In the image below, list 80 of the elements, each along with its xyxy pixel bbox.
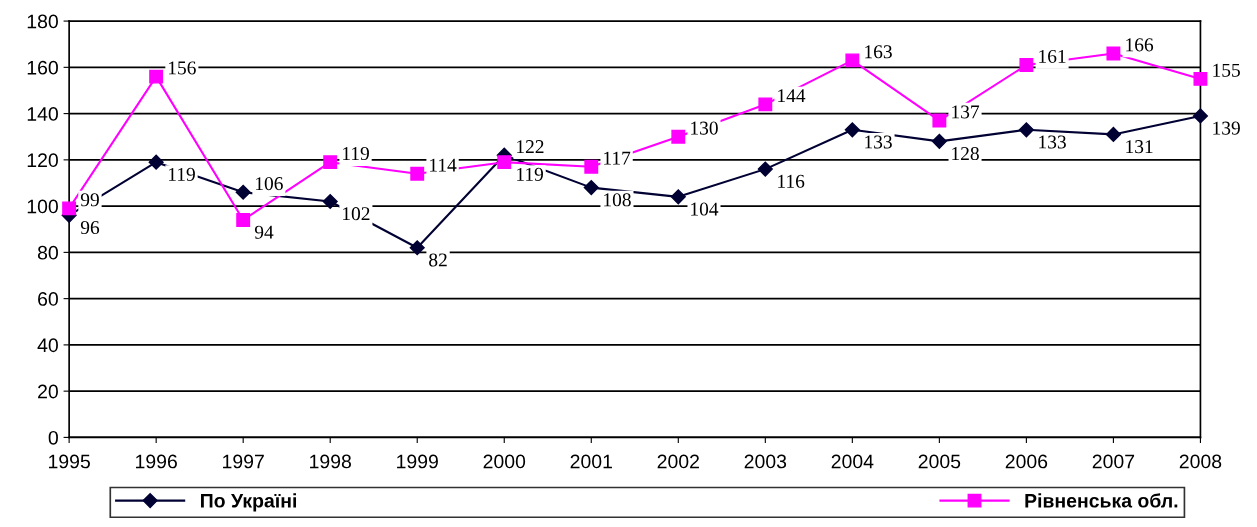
data-label: 96 xyxy=(80,221,100,235)
data-label: 122 xyxy=(517,140,544,153)
y-tick-label: 80 xyxy=(37,245,58,260)
x-tick-label: 1995 xyxy=(48,454,90,469)
point xyxy=(1018,122,1034,138)
point xyxy=(410,166,425,181)
point xyxy=(844,122,860,138)
data-label: 119 xyxy=(343,147,369,161)
legend-label: По Україні xyxy=(201,493,297,512)
data-label: 166 xyxy=(1126,38,1154,52)
point xyxy=(671,129,686,144)
data-label: 117 xyxy=(604,151,631,165)
data-label: 104 xyxy=(691,202,719,216)
y-tick-label: 120 xyxy=(27,153,58,168)
point xyxy=(931,133,947,149)
data-label: 144 xyxy=(778,89,806,103)
x-tick-label: 2000 xyxy=(483,454,526,469)
data-label: 139 xyxy=(1213,121,1240,135)
data-label: 106 xyxy=(256,177,283,191)
point xyxy=(845,53,860,68)
y-tick-label: 40 xyxy=(37,338,58,353)
data-label: 130 xyxy=(691,121,718,135)
y-tick-label: 20 xyxy=(38,384,58,399)
data-label: 102 xyxy=(343,207,370,221)
point xyxy=(1192,108,1209,124)
point xyxy=(322,193,338,210)
x-tick-label: 2005 xyxy=(918,454,961,469)
y-tick-label: 0 xyxy=(48,430,58,445)
data-label: 114 xyxy=(430,158,457,172)
x-tick-label: 2007 xyxy=(1092,454,1135,469)
data-label: 128 xyxy=(952,146,979,161)
data-label: 99 xyxy=(80,193,99,207)
point xyxy=(584,159,599,174)
y-tick-label: 180 xyxy=(27,14,58,29)
point xyxy=(409,240,425,256)
data-label: 156 xyxy=(168,61,196,75)
point xyxy=(932,113,947,128)
point xyxy=(1193,71,1208,86)
point xyxy=(1106,46,1121,61)
y-tick-label: 140 xyxy=(27,107,58,121)
x-tick-label: 2003 xyxy=(744,454,787,469)
point xyxy=(62,201,77,216)
data-label: 116 xyxy=(778,174,805,188)
x-tick-label: 2002 xyxy=(657,454,699,469)
y-tick-label: 160 xyxy=(27,60,58,75)
data-label: 119 xyxy=(517,167,543,181)
data-label: 137 xyxy=(952,105,980,119)
data-label: 94 xyxy=(254,225,274,239)
point xyxy=(497,155,512,170)
x-tick-label: 1997 xyxy=(223,454,264,469)
point xyxy=(1105,126,1121,142)
data-label: 155 xyxy=(1213,63,1240,77)
point xyxy=(758,97,773,112)
point xyxy=(583,180,599,196)
x-tick-label: 2006 xyxy=(1005,454,1048,469)
data-label: 108 xyxy=(604,193,631,207)
point xyxy=(1019,58,1034,72)
y-tick-label: 60 xyxy=(38,292,58,306)
x-tick-label: 1996 xyxy=(136,454,177,469)
data-label: 163 xyxy=(865,45,892,59)
data-label: 133 xyxy=(1039,135,1066,149)
point xyxy=(757,161,773,177)
data-label: 82 xyxy=(429,253,447,267)
x-tick-label: 2001 xyxy=(570,454,612,469)
point xyxy=(149,69,164,84)
data-label: 119 xyxy=(168,167,195,181)
legend-label: Рівненська обл. xyxy=(1025,493,1178,508)
data-label: 133 xyxy=(865,135,892,149)
point xyxy=(148,154,164,170)
point xyxy=(323,155,338,170)
y-tick-label: 100 xyxy=(27,199,58,214)
x-tick-label: 1998 xyxy=(310,454,351,469)
point xyxy=(670,189,686,205)
x-tick-label: 2004 xyxy=(831,454,874,469)
point xyxy=(236,213,251,227)
point xyxy=(235,184,251,200)
x-tick-label: 2008 xyxy=(1179,454,1222,469)
data-label: 131 xyxy=(1126,140,1153,154)
data-label: 161 xyxy=(1039,49,1066,63)
x-tick-label: 1999 xyxy=(397,454,438,469)
